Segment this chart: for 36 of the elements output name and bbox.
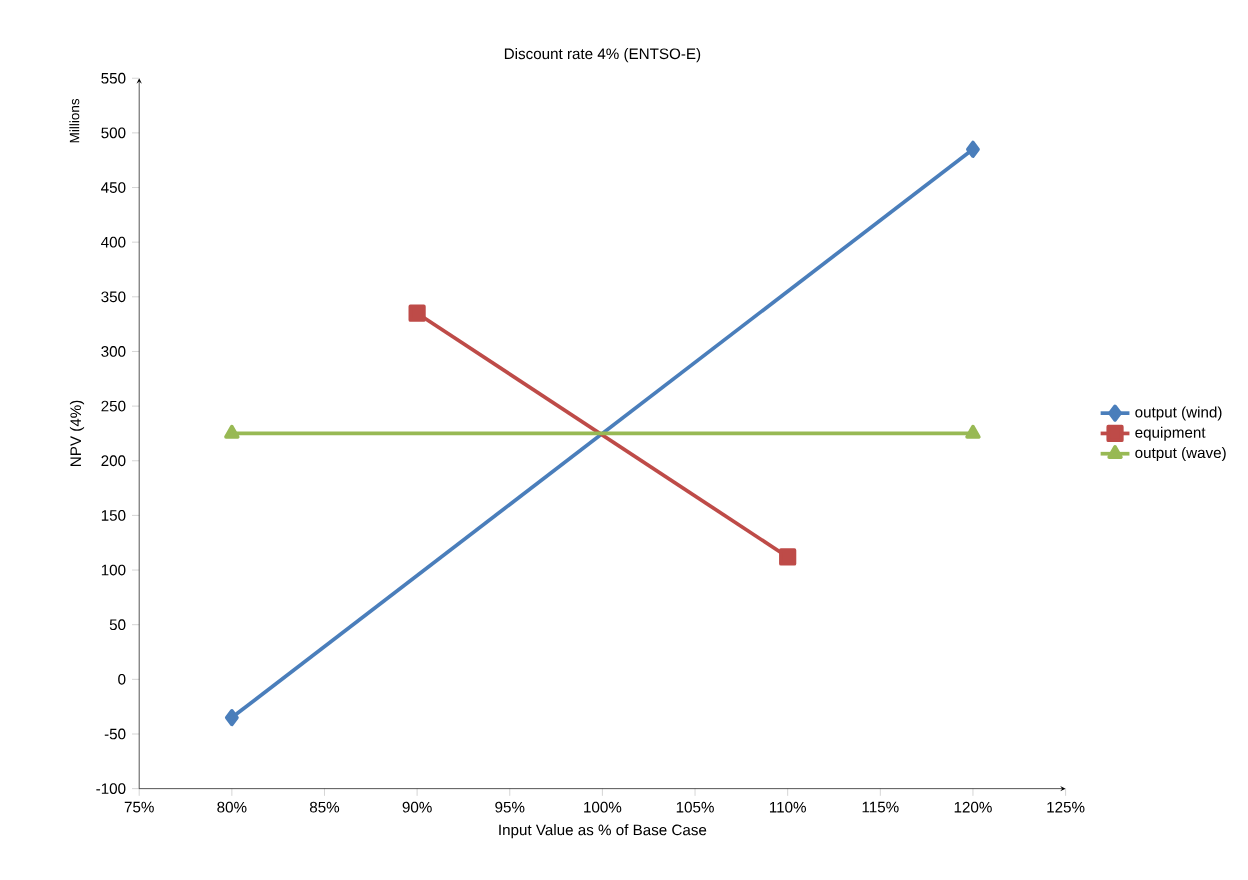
y-tick-label: 300 [101,346,126,357]
x-tick-label: 115% [862,801,899,813]
point [408,304,426,322]
y-tick-label: 100 [101,564,126,576]
y-tick-label: -100 [96,783,126,795]
x-tick-label: 85% [309,801,340,813]
y-tick-label: 500 [101,127,126,139]
x-tick-label: 95% [495,801,525,813]
point [224,709,239,727]
point [779,548,797,566]
y-tick-label: 150 [101,510,126,521]
x-tick-label: 90% [402,801,432,813]
y-tick-label: 50 [109,619,126,631]
legend-label: output (wind) [1135,406,1222,421]
y-tick-label: 0 [118,674,126,685]
x-tick-label: 110% [769,801,806,813]
x-tick-label: 80% [217,801,247,813]
x-axis-title: Input Value as % of Base Case [499,824,707,839]
y-tick-label: 550 [101,72,126,84]
y-tick-label: 200 [101,455,126,467]
text: Millions [69,98,80,143]
y-tick-label: 400 [101,236,126,248]
legend-label: equipment [1135,426,1206,441]
y-tick-label: 250 [101,400,126,412]
y-tick-label: -50 [104,728,126,740]
y-tick-label: 350 [101,291,126,303]
x-tick-label: 105% [676,801,714,813]
x-tick-label: 120% [954,801,992,813]
x-tick-label: 100% [584,801,622,813]
y-axis-title: NPV (4%) [69,400,85,467]
point [966,140,980,158]
y-tick-label: 450 [101,182,126,193]
chart-title: Discount rate 4% (ENTSO-E) [504,48,701,63]
x-tick-label: 125% [1047,801,1085,813]
x-tick-label: 75% [124,801,154,813]
legend-label: output (wave) [1135,447,1226,462]
